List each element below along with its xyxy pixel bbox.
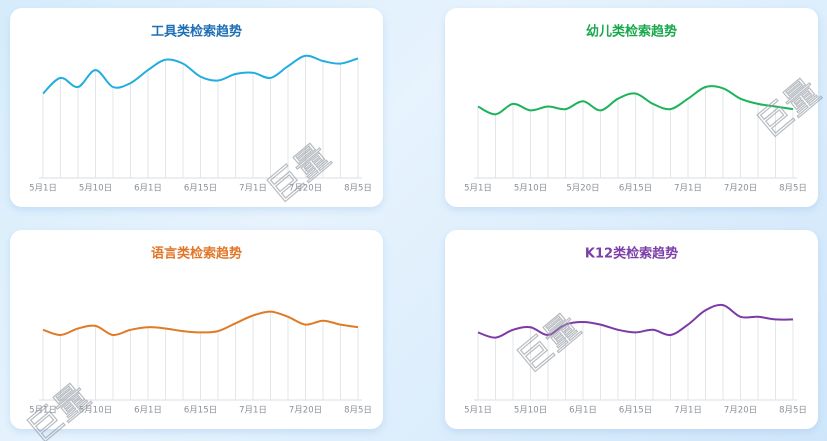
x-tick-label: 6月15日 bbox=[619, 406, 652, 416]
card bbox=[10, 8, 383, 207]
x-tick-label: 7月20日 bbox=[289, 184, 322, 194]
chart-title: 工具类检索趋势 bbox=[151, 24, 242, 40]
chart-title: K12类检索趋势 bbox=[585, 246, 678, 262]
x-tick-label: 5月1日 bbox=[29, 406, 57, 416]
x-tick-label: 5月1日 bbox=[464, 184, 492, 194]
x-tick-label: 8月5日 bbox=[779, 406, 807, 416]
trend-line bbox=[42, 54, 359, 95]
x-tick-label: 7月20日 bbox=[724, 184, 757, 194]
x-tick-label: 5月1日 bbox=[464, 406, 492, 416]
x-tick-label: 8月5日 bbox=[344, 184, 372, 194]
trend-line bbox=[42, 310, 359, 337]
card bbox=[445, 230, 818, 429]
x-tick-label: 5月10日 bbox=[514, 406, 547, 416]
x-tick-label: 7月1日 bbox=[674, 406, 702, 416]
trend-line bbox=[477, 303, 794, 339]
card bbox=[10, 230, 383, 429]
x-tick-label: 6月1日 bbox=[134, 406, 162, 416]
chart-title: 语言类检索趋势 bbox=[151, 246, 242, 262]
card bbox=[445, 8, 818, 207]
x-tick-label: 8月5日 bbox=[344, 406, 372, 416]
x-tick-label: 5月20日 bbox=[566, 184, 599, 194]
x-tick-label: 8月5日 bbox=[779, 184, 807, 194]
x-tick-label: 7月1日 bbox=[239, 406, 267, 416]
x-tick-label: 7月1日 bbox=[674, 184, 702, 194]
x-tick-label: 5月10日 bbox=[514, 184, 547, 194]
x-tick-label: 5月10日 bbox=[79, 184, 112, 194]
x-tick-label: 7月1日 bbox=[239, 184, 267, 194]
x-tick-label: 5月10日 bbox=[79, 406, 112, 416]
x-tick-label: 7月20日 bbox=[724, 406, 757, 416]
x-tick-label: 6月15日 bbox=[184, 184, 217, 194]
x-tick-label: 6月15日 bbox=[619, 184, 652, 194]
x-tick-label: 6月1日 bbox=[569, 406, 597, 416]
x-tick-label: 6月15日 bbox=[184, 406, 217, 416]
x-tick-label: 7月20日 bbox=[289, 406, 322, 416]
x-tick-label: 5月1日 bbox=[29, 184, 57, 194]
trend-line bbox=[477, 85, 794, 116]
chart-title: 幼儿类检索趋势 bbox=[586, 24, 677, 40]
x-tick-label: 6月1日 bbox=[134, 184, 162, 194]
